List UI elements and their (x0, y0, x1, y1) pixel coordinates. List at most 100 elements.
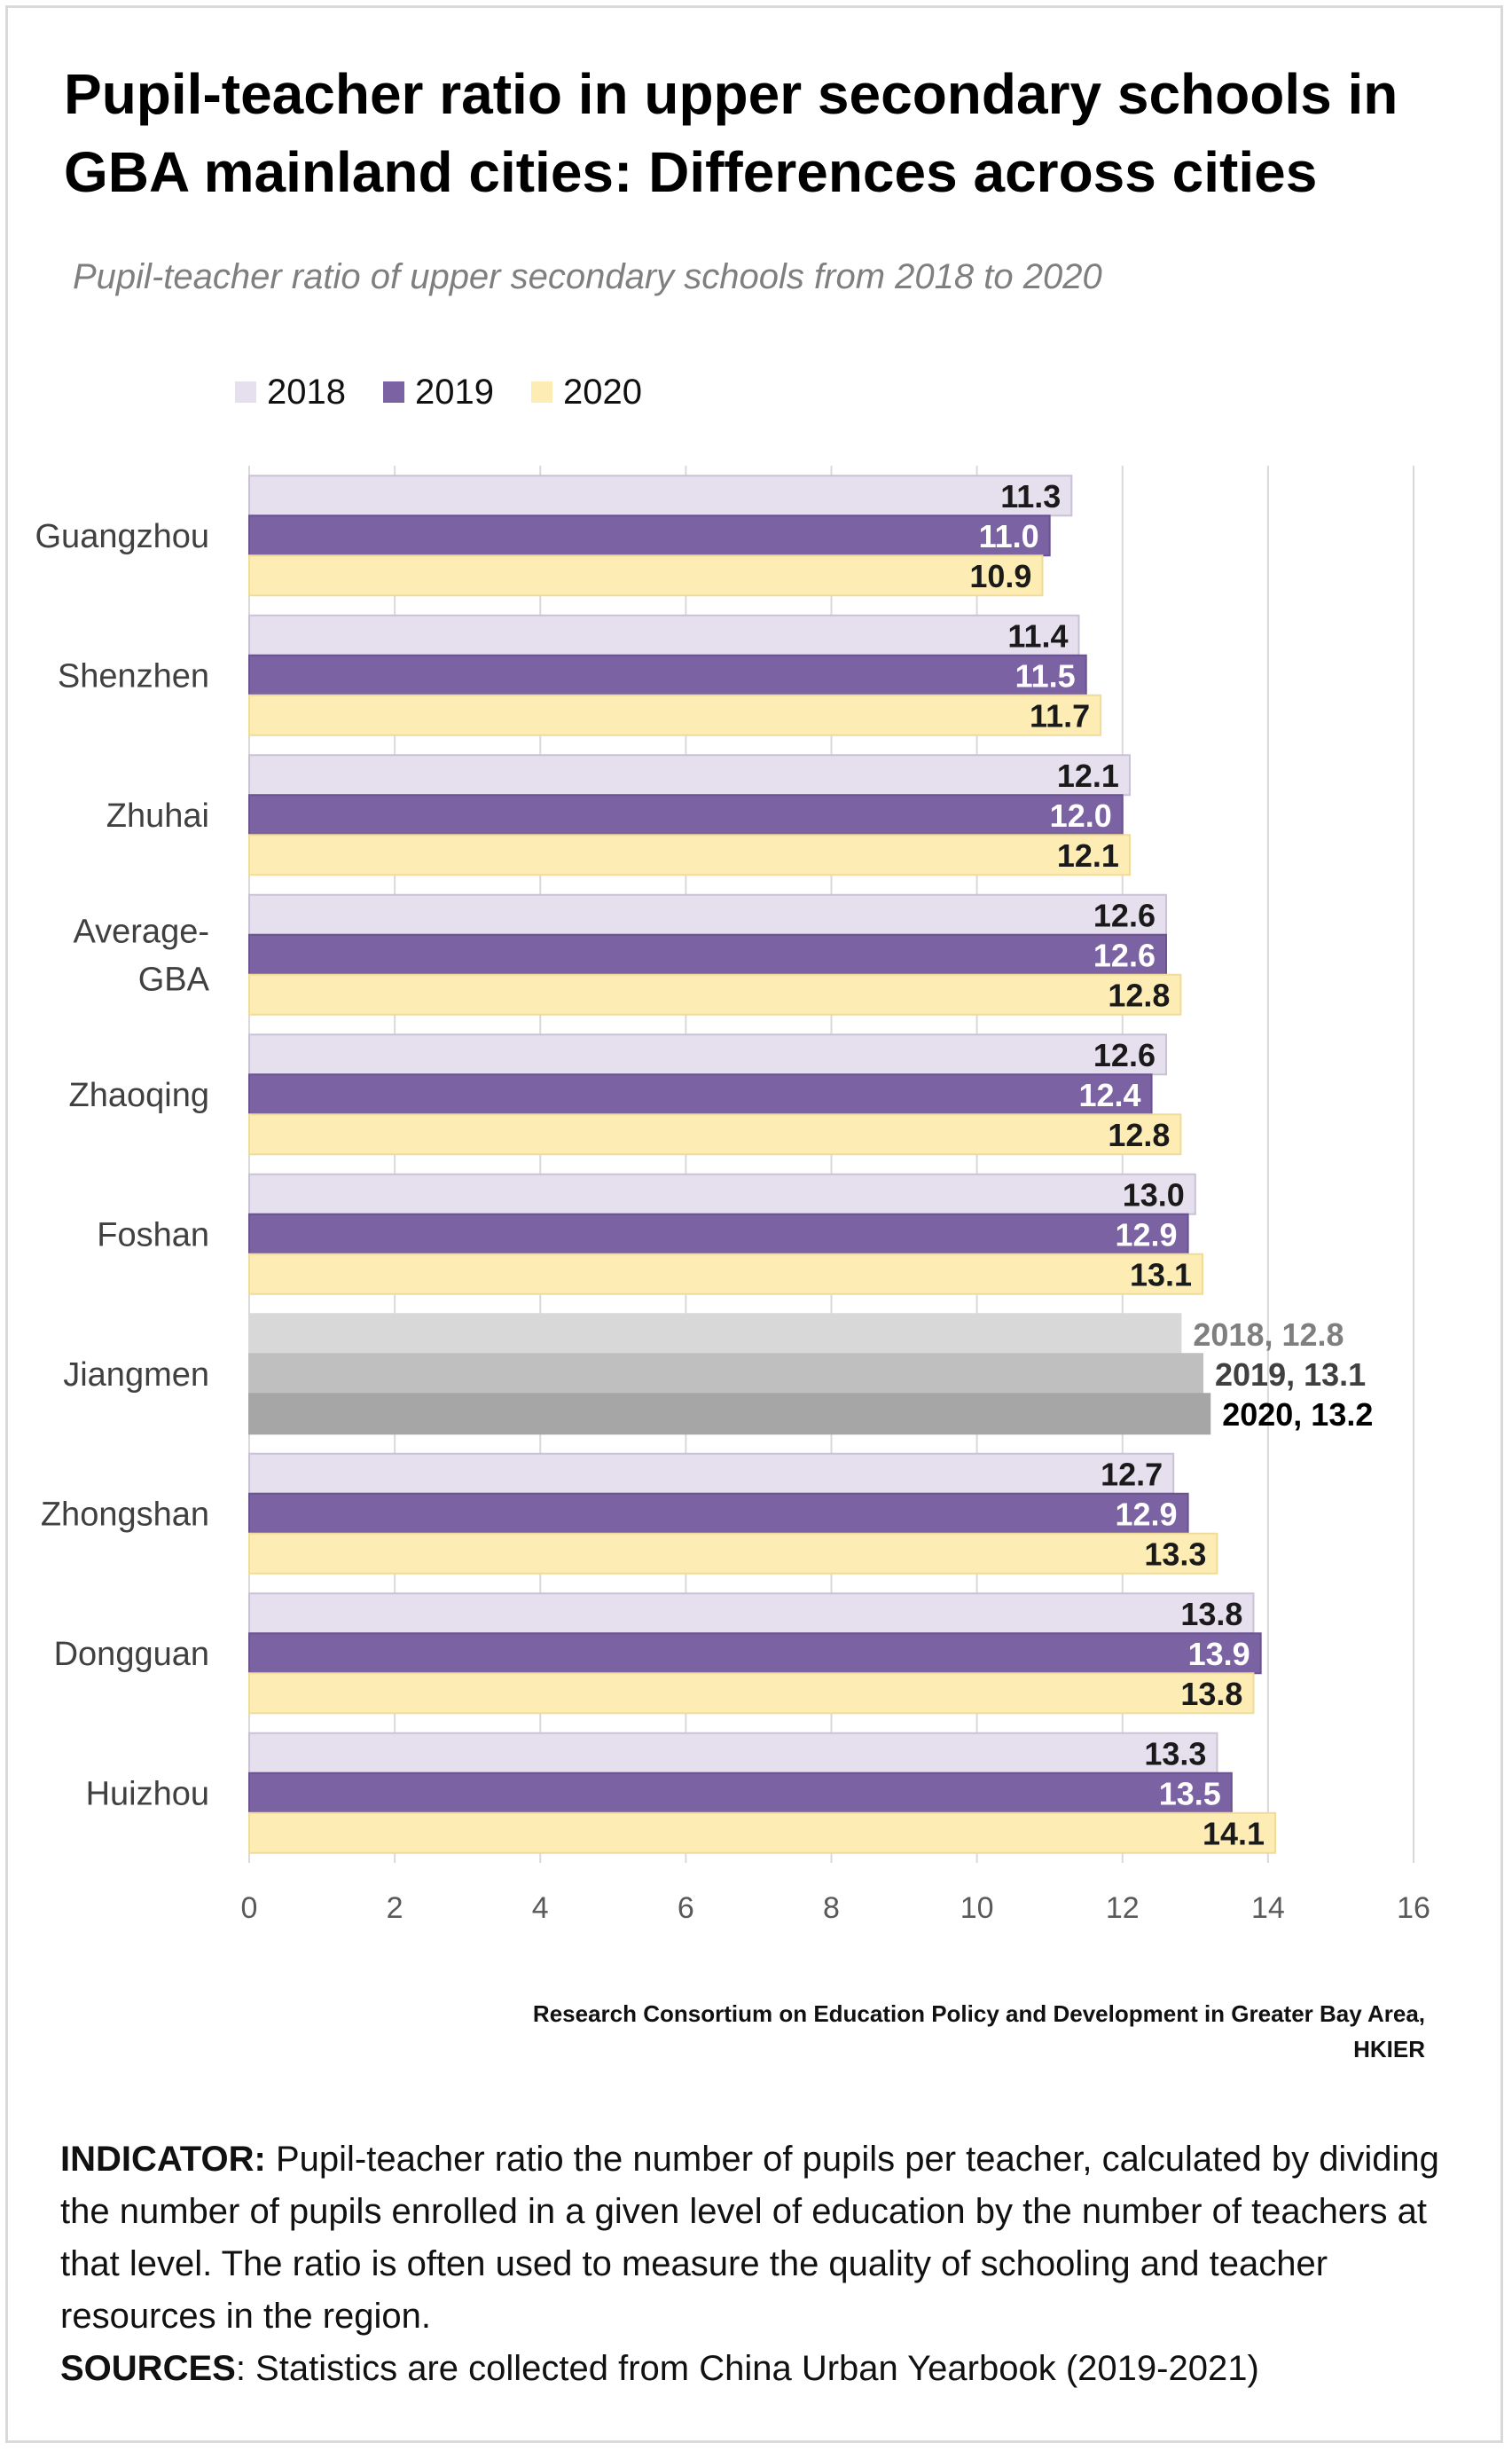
data-label-2018: 11.3 (1000, 478, 1061, 515)
data-label-2020: 13.8 (1180, 1676, 1242, 1712)
category-label: Foshan (97, 1216, 209, 1253)
data-label-2020: 13.3 (1144, 1536, 1206, 1572)
legend-item-2019: 2019 (382, 372, 494, 412)
data-label-2018: 13.3 (1144, 1735, 1206, 1771)
bar-2019 (248, 1632, 1262, 1675)
data-label-2019: 12.9 (1116, 1496, 1178, 1532)
source-credit-line-1: Research Consortium on Education Policy … (532, 2000, 1425, 2027)
category-label: Dongguan (54, 1636, 209, 1673)
x-tick-label: 8 (823, 1891, 840, 1925)
category-label: Average-GBA (73, 913, 209, 998)
bar-2018 (248, 1033, 1167, 1076)
category-label: Zhaoqing (69, 1077, 209, 1114)
x-tick-label: 14 (1251, 1891, 1285, 1925)
x-tick-label: 2 (387, 1891, 403, 1925)
chart-subtitle: Pupil-teacher ratio of upper secondary s… (73, 257, 1102, 296)
bar-2018 (248, 1732, 1218, 1774)
data-label-2018: 11.4 (1007, 617, 1068, 654)
data-label-2018: 12.7 (1101, 1456, 1163, 1492)
bar-2019 (248, 933, 1167, 976)
bar-2020 (248, 834, 1131, 876)
x-tick-label: 10 (960, 1891, 994, 1925)
data-label-2020: 14.1 (1203, 1815, 1265, 1851)
bar-2020 (248, 1532, 1218, 1575)
bar-2018 (248, 1452, 1175, 1495)
data-label-2020: 12.8 (1108, 977, 1170, 1013)
data-label-2019: 11.5 (1015, 657, 1076, 694)
bar-2019 (248, 1771, 1233, 1814)
x-tick-label: 4 (532, 1891, 549, 1925)
data-label-2018: 12.6 (1093, 1037, 1156, 1073)
data-label-2018: 12.1 (1057, 758, 1119, 794)
legend-swatch-2020 (530, 381, 552, 403)
bar-2019 (248, 515, 1051, 557)
data-label-2020: 11.7 (1030, 697, 1090, 734)
data-label-2019: 13.9 (1188, 1636, 1250, 1672)
category-label: Shenzhen (58, 657, 209, 695)
data-label-2019: 12.0 (1050, 797, 1112, 834)
data-label-2018: 12.6 (1093, 897, 1156, 933)
data-label-2020: 10.9 (969, 558, 1031, 594)
data-label-2019: 2019, 13.1 (1215, 1356, 1366, 1393)
bar-2018 (248, 893, 1167, 936)
legend: 2018 2019 2020 (235, 365, 679, 419)
notes-section: INDICATOR: Pupil-teacher ratio the numbe… (60, 2133, 1461, 2395)
source-credit: Research Consortium on Education Policy … (533, 1996, 1425, 2067)
legend-item-2020: 2020 (530, 372, 642, 412)
data-label-2020: 2020, 13.2 (1222, 1396, 1373, 1433)
sources-note: SOURCES: Statistics are collected from C… (60, 2343, 1461, 2395)
category-label: Huizhou (86, 1775, 209, 1812)
bar-2020 (248, 554, 1044, 597)
bar-2020 (248, 1113, 1182, 1156)
bar-2020 (248, 1253, 1204, 1295)
bar-2018 (248, 475, 1073, 517)
data-label-2019: 12.9 (1116, 1216, 1178, 1253)
bar-2020 (248, 1393, 1211, 1435)
bar-2019 (248, 1353, 1204, 1395)
bar-2020 (248, 973, 1182, 1016)
data-label-2019: 13.5 (1159, 1775, 1221, 1811)
x-tick-label: 16 (1397, 1891, 1430, 1925)
bar-2018 (248, 754, 1131, 797)
data-label-2019: 12.6 (1093, 937, 1156, 973)
data-label-2020: 13.1 (1130, 1256, 1192, 1292)
category-label: Zhuhai (106, 797, 209, 835)
legend-swatch-2019 (382, 381, 404, 403)
indicator-label: INDICATOR: (60, 2140, 266, 2179)
bar-2019 (248, 794, 1124, 837)
legend-item-2018: 2018 (235, 373, 346, 412)
legend-swatch-2018 (235, 381, 256, 403)
legend-label-2020: 2020 (562, 372, 642, 412)
chart-frame (5, 5, 1503, 2443)
data-label-2019: 12.4 (1078, 1077, 1140, 1113)
legend-label-2019: 2019 (414, 372, 494, 412)
bar-2020 (248, 1672, 1255, 1715)
x-tick-label: 6 (678, 1891, 694, 1925)
category-label: Jiangmen (63, 1356, 209, 1394)
bar-2019 (248, 1213, 1189, 1255)
category-label: Guangzhou (35, 518, 210, 555)
bar-2019 (248, 1492, 1189, 1535)
sources-text: : Statistics are collected from China Ur… (235, 2349, 1259, 2388)
data-label-2020: 12.8 (1108, 1117, 1170, 1153)
source-credit-line-2: HKIER (1353, 2036, 1425, 2062)
data-label-2018: 13.8 (1180, 1596, 1242, 1632)
x-tick-label: 12 (1106, 1891, 1140, 1925)
data-label-2018: 13.0 (1123, 1176, 1185, 1213)
bar-2018 (248, 1313, 1182, 1355)
category-label: Zhongshan (41, 1496, 209, 1533)
bar-2020 (248, 694, 1102, 736)
bar-2019 (248, 654, 1087, 696)
x-tick-label: 0 (241, 1891, 258, 1925)
bar-2018 (248, 614, 1080, 656)
bar-2020 (248, 1811, 1277, 1854)
data-label-2018: 2018, 12.8 (1193, 1316, 1344, 1353)
data-label-2020: 12.1 (1057, 837, 1119, 874)
sources-label: SOURCES (60, 2349, 236, 2388)
indicator-note: INDICATOR: Pupil-teacher ratio the numbe… (60, 2133, 1461, 2343)
bar-2018 (248, 1173, 1196, 1215)
chart-title: Pupil-teacher ratio in upper secondary s… (64, 62, 1398, 204)
bar-2019 (248, 1073, 1153, 1116)
data-label-2019: 11.0 (979, 518, 1039, 554)
bar-chart: 0 2 4 6 8 10 12 14 16 Guangzhou 11.311.0 10.9 Shenzh… (35, 466, 1430, 1925)
